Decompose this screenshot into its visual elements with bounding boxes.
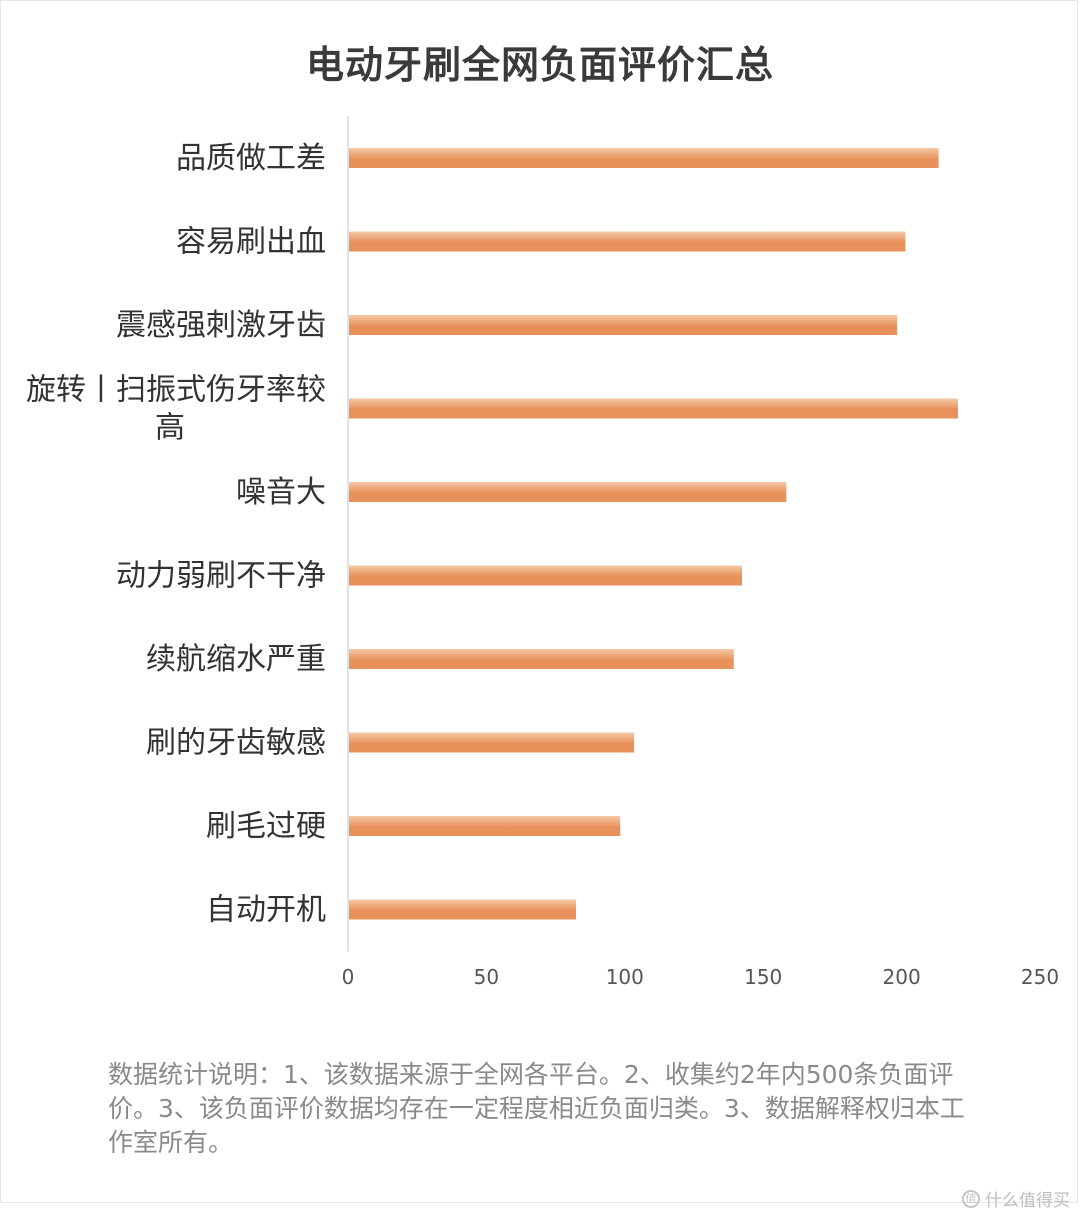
bar: [349, 816, 621, 836]
bar: [349, 231, 906, 252]
bar: [349, 565, 743, 586]
bar: [349, 732, 635, 753]
bar-chart: 品质做工差容易刷出血震感强刺激牙齿旋转丨扫振式伤牙率较高噪音大动力弱刷不干净续航…: [26, 116, 1059, 989]
x-tick-label: 200: [883, 965, 921, 989]
bar: [349, 315, 898, 335]
bar: [349, 649, 734, 669]
category-label: 噪音大: [236, 475, 326, 510]
category-label: 震感强刺激牙齿: [116, 308, 326, 343]
category-label: 刷毛过硬: [206, 809, 326, 844]
category-label: 自动开机: [206, 893, 326, 928]
category-label: 容易刷出血: [176, 225, 326, 260]
bar: [349, 148, 939, 168]
chart-title: 电动牙刷全网负面评价汇总: [305, 43, 774, 87]
watermark-logo-icon: 值: [962, 1189, 980, 1208]
bar: [349, 899, 576, 920]
x-tick-label: 100: [606, 965, 644, 989]
data-note: 数据统计说明：1、该数据来源于全网各平台。2、收集约2年内500条负面评价。3、…: [108, 1060, 965, 1157]
category-label: 刷的牙齿敏感: [146, 726, 326, 761]
watermark-text: 什么值得买: [985, 1191, 1070, 1211]
category-label: 动力弱刷不干净: [116, 559, 326, 594]
category-label: 续航缩水严重: [146, 642, 326, 677]
x-tick-label: 150: [744, 965, 782, 989]
x-tick-label: 0: [342, 965, 355, 989]
category-label: 旋转丨扫振式伤牙率较高: [26, 373, 326, 446]
bar: [349, 398, 958, 419]
bar: [349, 482, 787, 502]
x-tick-label: 50: [474, 965, 499, 989]
category-label: 品质做工差: [176, 141, 326, 176]
watermark: 值 什么值得买: [962, 1186, 1070, 1211]
x-tick-label: 250: [1021, 965, 1059, 989]
